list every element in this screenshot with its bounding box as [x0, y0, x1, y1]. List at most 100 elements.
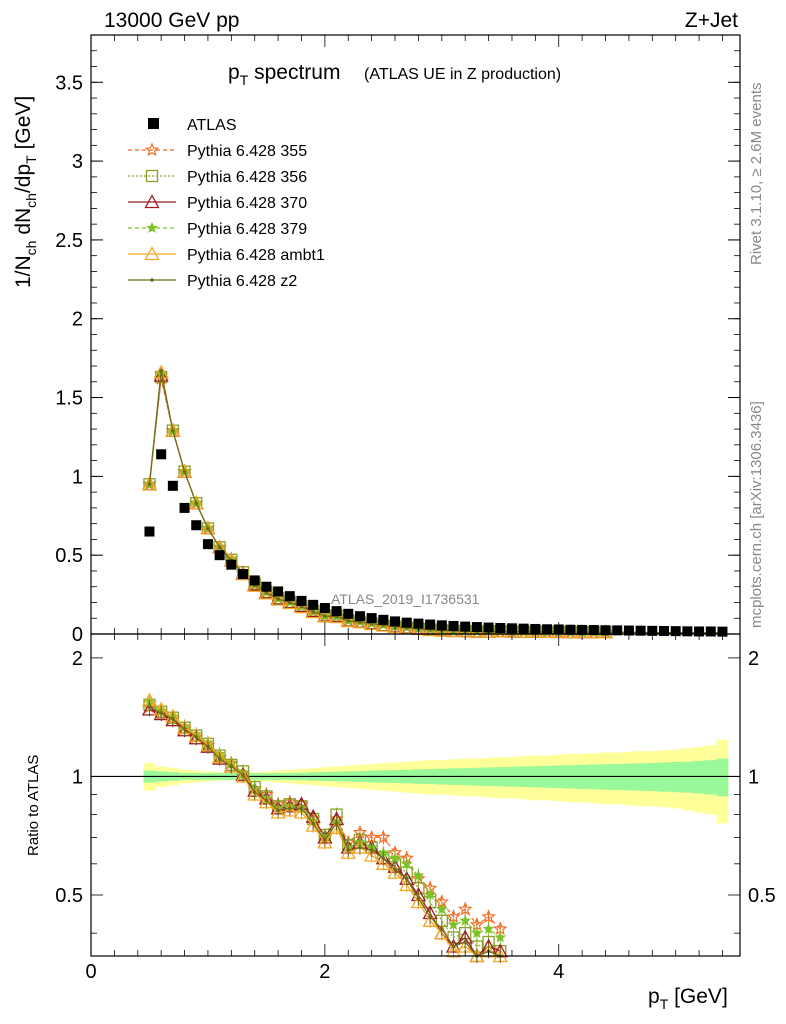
- x-tick-label: 2: [319, 961, 330, 983]
- atlas-point: [413, 618, 424, 629]
- energy-label: 13000 GeV pp: [104, 9, 239, 32]
- y-main-tick-label: 0.5: [55, 545, 83, 567]
- atlas-point: [436, 620, 447, 631]
- ratio-point: [381, 856, 386, 861]
- main-point: [270, 591, 286, 606]
- ratio-point: [194, 735, 199, 739]
- y-ratio-tick-label-right: 2: [748, 648, 759, 670]
- legend-label: ATLAS: [187, 117, 237, 134]
- y-ratio-tick-label-left: 2: [72, 648, 83, 670]
- main-point: [323, 614, 327, 618]
- y-ratio-tick-label-left: 0.5: [55, 885, 83, 907]
- ratio-point: [323, 838, 327, 842]
- atlas-point: [565, 624, 576, 635]
- ratio-point: [416, 896, 421, 901]
- atlas-point: [483, 622, 494, 633]
- ratio-point: [471, 927, 483, 939]
- legend-label: Pythia 6.428 355: [187, 143, 307, 160]
- series-1: [143, 370, 723, 959]
- atlas-point: [308, 599, 319, 610]
- ratio-point: [358, 845, 362, 850]
- main-point: [182, 469, 187, 474]
- legend-label: Pythia 6.428 370: [187, 195, 307, 212]
- atlas-point: [261, 581, 272, 592]
- atlas-point: [425, 619, 436, 630]
- main-point: [200, 520, 216, 535]
- mcplots-label: mcplots.cern.ch [arXiv:1306.3436]: [748, 401, 765, 628]
- ratio-point: [393, 867, 397, 872]
- ratio-point: [428, 915, 432, 919]
- series-4: [141, 364, 723, 963]
- ratio-point: [451, 944, 456, 949]
- atlas-point: [284, 591, 295, 602]
- ratio-point: [340, 844, 356, 859]
- y-ratio-tick-label-right: 1: [748, 766, 759, 788]
- y-main-tick-label: 3: [72, 151, 83, 173]
- main-point: [153, 364, 169, 379]
- legend-marker: [144, 246, 160, 261]
- ratio-point: [159, 711, 163, 715]
- y-ratio-tick-label-right: 0.5: [748, 885, 776, 907]
- atlas-point: [542, 624, 553, 635]
- analysis-watermark: ATLAS_2019_I1736531: [331, 591, 480, 607]
- atlas-markers: [144, 449, 728, 637]
- main-point: [305, 604, 321, 619]
- atlas-point: [682, 626, 693, 637]
- ratio-point: [434, 925, 450, 940]
- main-point: [258, 585, 274, 600]
- main-point: [293, 599, 310, 614]
- main-point: [153, 367, 169, 382]
- y-main-axis-label: 1/Nch dNch/dpT [GeV]: [12, 96, 39, 288]
- main-point: [194, 501, 199, 505]
- y-ratio-tick-label-left: 1: [72, 766, 83, 788]
- ratio-point: [481, 909, 496, 923]
- legend-marker: [146, 221, 158, 233]
- series-0: [142, 371, 723, 936]
- title-main: p: [228, 61, 240, 84]
- ratio-point: [171, 717, 175, 721]
- uncertainty-bands: [143, 739, 729, 824]
- ratio-point: [217, 756, 222, 761]
- main-point: [282, 595, 298, 610]
- main-point: [287, 600, 292, 605]
- atlas-point: [366, 613, 377, 624]
- legend-item-0: Pythia 6.428 355: [128, 142, 307, 160]
- ratio-point: [369, 848, 374, 852]
- ratio-point: [494, 931, 507, 943]
- atlas-point: [214, 550, 225, 561]
- ratio-point: [412, 869, 425, 881]
- ratio-point: [287, 806, 292, 811]
- atlas-point: [518, 623, 529, 634]
- title-note: (ATLAS UE in Z production): [364, 66, 561, 83]
- rivet-label: Rivet 3.1.10, ≥ 2.6M events: [748, 83, 765, 266]
- main-point: [358, 620, 362, 625]
- legend: ATLAS Pythia 6.428 355 Pythia 6.428 356 Pyt…: [128, 117, 325, 290]
- ratio-point: [410, 894, 427, 909]
- ratio-point: [317, 834, 333, 849]
- main-point: [276, 597, 280, 601]
- main-point: [188, 495, 204, 510]
- atlas-point: [331, 606, 342, 617]
- ratio-point: [447, 918, 460, 930]
- legend-label: Pythia 6.428 379: [187, 221, 307, 238]
- atlas-point: [588, 625, 599, 636]
- ratio-point: [375, 855, 391, 870]
- atlas-point: [238, 569, 249, 580]
- legend-item-4: Pythia 6.428 ambt1: [128, 246, 325, 264]
- atlas-point: [202, 539, 213, 550]
- legend-item-3: Pythia 6.428 379: [128, 221, 307, 238]
- legend-label: Pythia 6.428 356: [187, 169, 307, 186]
- main-point: [264, 591, 269, 595]
- atlas-point: [343, 608, 354, 619]
- ratio-point: [264, 798, 269, 803]
- x-tick-label: 4: [553, 961, 564, 983]
- ratio-point: [463, 940, 467, 944]
- legend-marker: [144, 142, 160, 157]
- ratio-point: [346, 848, 351, 852]
- ratio-point: [459, 914, 471, 926]
- atlas-point: [296, 595, 307, 606]
- ratio-point: [364, 847, 380, 862]
- ratio-point: [235, 768, 251, 783]
- atlas-point: [658, 626, 669, 637]
